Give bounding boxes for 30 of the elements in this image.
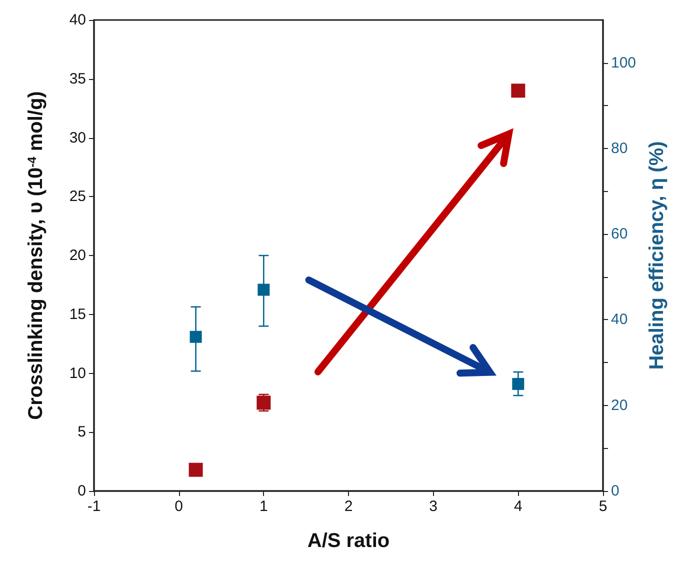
y-tick-label: 30 xyxy=(69,129,86,146)
x-tick-label: 0 xyxy=(174,498,184,515)
y-tick-label: 40 xyxy=(69,12,86,28)
y2-axis-title: Healing efficiency, η (%) xyxy=(646,141,668,370)
y-axis-title: Crosslinking density, υ (10-4 mol/g) xyxy=(25,91,47,420)
point xyxy=(511,84,526,98)
x-tick-label: 3 xyxy=(429,498,438,515)
point xyxy=(512,378,524,390)
x-tick-label: 1 xyxy=(259,498,268,515)
y-tick-label: 5 xyxy=(78,424,86,441)
y-tick-label: 25 xyxy=(69,188,86,206)
y2-tick-label: 0 xyxy=(611,482,620,500)
y2-tick-label: 80 xyxy=(611,140,628,157)
y-tick-label: 20 xyxy=(69,247,86,264)
x-tick-label: -1 xyxy=(87,498,101,515)
x-tick-label: 5 xyxy=(598,498,608,515)
y-tick-label: 10 xyxy=(69,364,86,382)
y2-tick-label: 20 xyxy=(611,396,628,414)
y2-tick-label: 60 xyxy=(611,226,628,243)
point xyxy=(190,330,202,343)
y-tick-label: 0 xyxy=(78,482,86,500)
y2-tick-label: 100 xyxy=(611,54,636,72)
point xyxy=(188,462,203,477)
x-tick-label: 2 xyxy=(344,498,353,515)
y2-tick-label: 40 xyxy=(611,311,628,328)
x-axis-title: A/S ratio xyxy=(307,530,390,552)
x-tick-label: 4 xyxy=(514,498,522,515)
y-tick-label: 15 xyxy=(69,306,86,323)
y-tick-label: 35 xyxy=(69,70,86,88)
point xyxy=(258,284,270,296)
